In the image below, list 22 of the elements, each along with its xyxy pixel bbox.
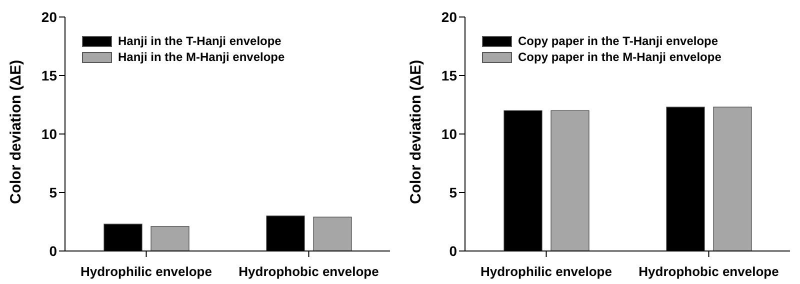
legend-label: Copy paper in the T-Hanji envelope: [518, 34, 718, 48]
y-tick-label: 10: [441, 126, 458, 142]
bar: [150, 226, 190, 251]
y-tick-label: 10: [41, 126, 58, 142]
x-tick-label: Hydrophobic envelope: [238, 264, 379, 280]
x-tick-label: Hydrophilic envelope: [80, 264, 212, 280]
bar: [313, 216, 352, 251]
legend-label: Copy paper in the M-Hanji envelope: [518, 50, 722, 64]
y-tick-label: 15: [41, 67, 58, 84]
y-tick-label: 5: [49, 184, 58, 200]
y-tick-label: 5: [449, 184, 458, 200]
y-tick-label: 15: [441, 67, 458, 84]
legend-label: Hanji in the T-Hanji envelope: [118, 34, 282, 48]
y-axis-title: Color deviation (ΔE): [407, 60, 424, 204]
y-axis-title: Color deviation (ΔE): [7, 60, 24, 204]
legend-label: Hanji in the M-Hanji envelope: [118, 50, 285, 64]
y-tick-label: 20: [441, 8, 458, 25]
y-tick-label: 0: [49, 242, 58, 259]
y-tick-label: 0: [449, 242, 458, 259]
x-tick-label: Hydrophobic envelope: [638, 264, 779, 280]
y-tick-label: 20: [41, 8, 58, 25]
x-tick-label: Hydrophilic envelope: [480, 264, 612, 280]
